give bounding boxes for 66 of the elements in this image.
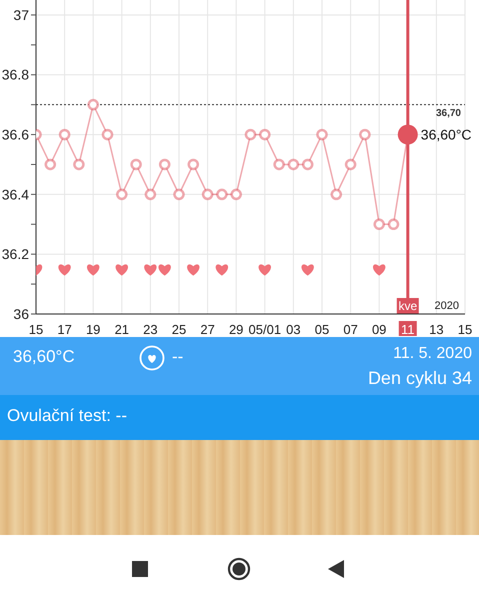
y-tick-label: 36.4: [2, 186, 30, 202]
x-tick-label: 05/01: [248, 322, 282, 337]
point: [259, 128, 271, 140]
text: 11. 5. 2020: [393, 345, 472, 363]
x-tick-label: 27: [200, 322, 215, 337]
ref-line-label: kve: [398, 299, 418, 313]
point: [344, 158, 356, 170]
point: [258, 264, 271, 276]
x-tick-label: 29: [228, 322, 244, 337]
point: [44, 158, 56, 170]
point: [302, 158, 314, 170]
point: [330, 188, 342, 200]
x-tick-label: 03: [286, 322, 301, 337]
text: Den cyklu 34: [368, 368, 472, 389]
point: [316, 128, 328, 140]
x-tick-label: 15: [458, 322, 472, 337]
y-tick-label: 36.2: [2, 246, 30, 262]
x-tick-label: 09: [372, 322, 386, 337]
point: [144, 264, 157, 276]
point: [388, 218, 400, 230]
y-tick-label: 36: [13, 306, 30, 322]
text: --: [172, 347, 184, 367]
point: [202, 188, 214, 200]
point: [158, 158, 170, 170]
y-tick-label: 36.6: [2, 126, 30, 143]
point: [373, 218, 385, 230]
annotation: 2020: [434, 300, 459, 312]
text: Ovulační test: --: [7, 406, 127, 426]
point: [58, 264, 71, 276]
point: [288, 158, 300, 170]
point: [373, 264, 386, 276]
x-tick-label: 19: [86, 322, 100, 337]
point: [58, 128, 70, 140]
point: [87, 98, 99, 110]
point: [116, 188, 128, 200]
point: [73, 158, 85, 170]
point: [359, 128, 371, 140]
point: [116, 264, 128, 276]
point: [102, 128, 114, 140]
point: [244, 128, 256, 140]
x-tick-label: 23: [143, 322, 158, 337]
x-tick-label: 11: [401, 322, 415, 337]
point: [216, 188, 228, 200]
point: [230, 188, 242, 200]
point: [302, 264, 314, 276]
x-tick-label: 05: [314, 322, 330, 337]
point: [144, 188, 156, 200]
x-tick-label: 25: [172, 322, 186, 337]
x-tick-label: 17: [57, 322, 72, 337]
x-tick-label: 13: [429, 322, 444, 337]
point: [187, 264, 200, 276]
point: [158, 264, 171, 276]
point: [273, 158, 285, 170]
point: [173, 188, 185, 200]
y-tick-label: 37: [13, 6, 30, 23]
x-tick-label: 15: [28, 322, 44, 337]
x-tick-label: 07: [343, 322, 358, 337]
point: [130, 158, 142, 170]
x-tick-label: 21: [114, 322, 130, 337]
text: 36,60°C: [13, 347, 75, 367]
point: [188, 158, 200, 170]
annotation: 36,60°C: [420, 126, 472, 143]
point: [87, 264, 100, 276]
ref-line-label: 36,70: [436, 108, 462, 119]
point: [216, 264, 228, 276]
y-tick-label: 36.8: [2, 66, 30, 83]
